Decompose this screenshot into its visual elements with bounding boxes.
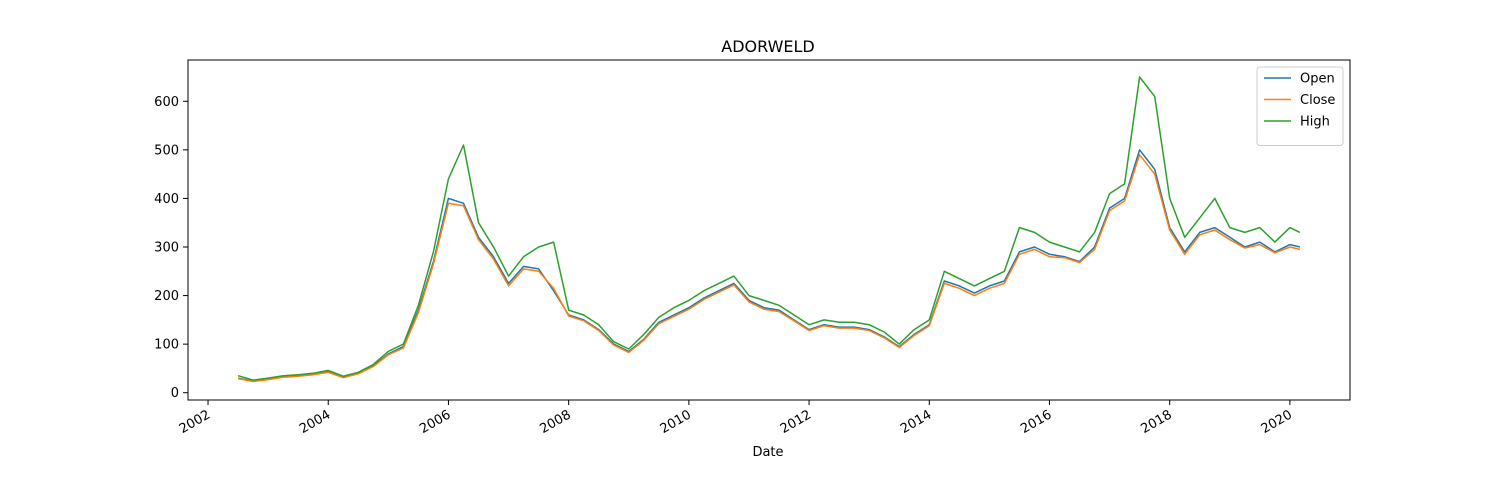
series-line-close xyxy=(237,153,1301,383)
y-axis: 0 100 200 300 400 500 600 xyxy=(154,95,188,401)
y-tick-label: 600 xyxy=(154,95,179,110)
legend-label-high: High xyxy=(1300,115,1330,130)
y-tick-label: 100 xyxy=(154,338,179,353)
legend-label-open: Open xyxy=(1300,72,1335,87)
series-line-open xyxy=(237,149,1301,382)
x-axis-title: Date xyxy=(752,445,783,460)
legend-box xyxy=(1256,66,1344,146)
legend-label-close: Close xyxy=(1300,93,1335,108)
y-tick-label: 0 xyxy=(171,386,179,401)
legend: Open Close High xyxy=(1256,66,1344,146)
y-tick-label: 400 xyxy=(154,192,179,207)
series-layer xyxy=(237,76,1301,383)
y-tick-label: 200 xyxy=(154,289,179,304)
y-tick-label: 500 xyxy=(154,143,179,158)
y-tick-label: 300 xyxy=(154,241,179,256)
series-line-high xyxy=(237,76,1301,381)
chart-title: ADORWELD xyxy=(721,37,815,56)
plot-frame xyxy=(187,59,1351,401)
